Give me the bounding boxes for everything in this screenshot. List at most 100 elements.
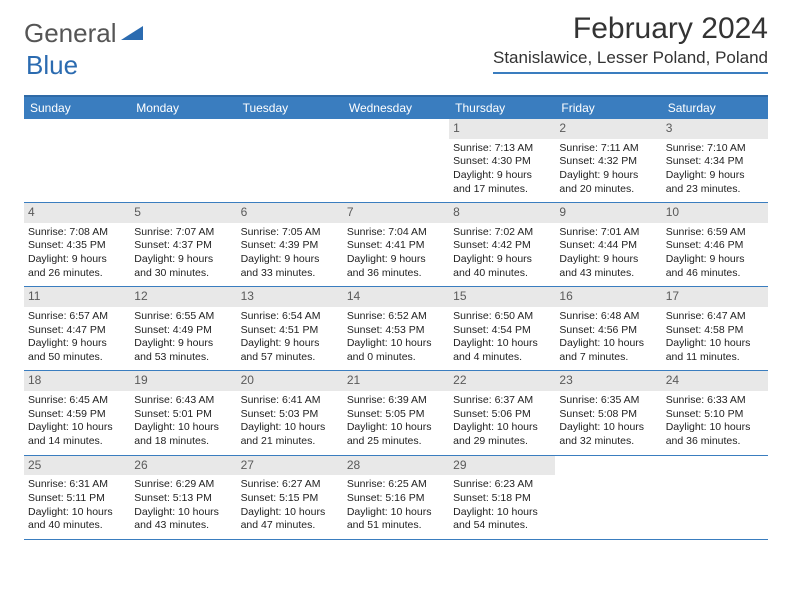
daylight-label: Daylight: 10 hours and 4 minutes. (453, 337, 551, 364)
weekday-header-row: SundayMondayTuesdayWednesdayThursdayFrid… (24, 95, 768, 119)
day-cell: 17Sunrise: 6:47 AMSunset: 4:58 PMDayligh… (662, 287, 768, 370)
day-number (24, 119, 130, 139)
day-number (130, 119, 236, 139)
day-cell: 24Sunrise: 6:33 AMSunset: 5:10 PMDayligh… (662, 371, 768, 454)
weekday-header: Saturday (662, 97, 768, 119)
empty-cell (24, 119, 130, 202)
sunrise-label: Sunrise: 7:05 AM (241, 226, 339, 240)
sunrise-label: Sunrise: 6:33 AM (666, 394, 764, 408)
sunset-label: Sunset: 5:16 PM (347, 492, 445, 506)
sunset-label: Sunset: 5:01 PM (134, 408, 232, 422)
daylight-label: Daylight: 10 hours and 36 minutes. (666, 421, 764, 448)
daylight-label: Daylight: 10 hours and 7 minutes. (559, 337, 657, 364)
empty-cell (130, 119, 236, 202)
day-number: 20 (237, 371, 343, 391)
day-number: 4 (24, 203, 130, 223)
sunrise-label: Sunrise: 7:01 AM (559, 226, 657, 240)
sunset-label: Sunset: 5:05 PM (347, 408, 445, 422)
day-number: 6 (237, 203, 343, 223)
day-number: 5 (130, 203, 236, 223)
sunrise-label: Sunrise: 7:10 AM (666, 142, 764, 156)
sunrise-label: Sunrise: 7:08 AM (28, 226, 126, 240)
day-number: 12 (130, 287, 236, 307)
daylight-label: Daylight: 9 hours and 46 minutes. (666, 253, 764, 280)
daylight-label: Daylight: 10 hours and 54 minutes. (453, 506, 551, 533)
empty-cell (555, 456, 661, 539)
sunset-label: Sunset: 5:13 PM (134, 492, 232, 506)
daylight-label: Daylight: 10 hours and 14 minutes. (28, 421, 126, 448)
sunrise-label: Sunrise: 7:11 AM (559, 142, 657, 156)
week-row: 1Sunrise: 7:13 AMSunset: 4:30 PMDaylight… (24, 119, 768, 203)
day-cell: 18Sunrise: 6:45 AMSunset: 4:59 PMDayligh… (24, 371, 130, 454)
sunrise-label: Sunrise: 6:31 AM (28, 478, 126, 492)
sunset-label: Sunset: 4:51 PM (241, 324, 339, 338)
daylight-label: Daylight: 10 hours and 25 minutes. (347, 421, 445, 448)
week-row: 11Sunrise: 6:57 AMSunset: 4:47 PMDayligh… (24, 287, 768, 371)
day-cell: 4Sunrise: 7:08 AMSunset: 4:35 PMDaylight… (24, 203, 130, 286)
day-number: 29 (449, 456, 555, 476)
empty-cell (237, 119, 343, 202)
sunset-label: Sunset: 4:34 PM (666, 155, 764, 169)
sunset-label: Sunset: 4:32 PM (559, 155, 657, 169)
day-cell: 16Sunrise: 6:48 AMSunset: 4:56 PMDayligh… (555, 287, 661, 370)
day-cell: 19Sunrise: 6:43 AMSunset: 5:01 PMDayligh… (130, 371, 236, 454)
weekday-header: Monday (130, 97, 236, 119)
day-number: 3 (662, 119, 768, 139)
day-number (237, 119, 343, 139)
sunrise-label: Sunrise: 6:52 AM (347, 310, 445, 324)
daylight-label: Daylight: 10 hours and 43 minutes. (134, 506, 232, 533)
sunset-label: Sunset: 4:46 PM (666, 239, 764, 253)
weekday-header: Tuesday (237, 97, 343, 119)
day-number: 2 (555, 119, 661, 139)
daylight-label: Daylight: 9 hours and 23 minutes. (666, 169, 764, 196)
day-number: 26 (130, 456, 236, 476)
day-number: 11 (24, 287, 130, 307)
day-cell: 12Sunrise: 6:55 AMSunset: 4:49 PMDayligh… (130, 287, 236, 370)
sunrise-label: Sunrise: 6:39 AM (347, 394, 445, 408)
day-cell: 3 Sunrise: 7:10 AMSunset: 4:34 PMDaylight… (662, 119, 768, 202)
title-block: February 2024 Stanislawice, Lesser Polan… (493, 12, 768, 74)
day-number: 10 (662, 203, 768, 223)
day-number: 27 (237, 456, 343, 476)
day-cell: 9Sunrise: 7:01 AMSunset: 4:44 PMDaylight… (555, 203, 661, 286)
day-number: 18 (24, 371, 130, 391)
daylight-label: Daylight: 10 hours and 18 minutes. (134, 421, 232, 448)
sunrise-label: Sunrise: 6:41 AM (241, 394, 339, 408)
sunset-label: Sunset: 4:44 PM (559, 239, 657, 253)
day-cell: 5Sunrise: 7:07 AMSunset: 4:37 PMDaylight… (130, 203, 236, 286)
sunset-label: Sunset: 4:56 PM (559, 324, 657, 338)
day-cell: 10Sunrise: 6:59 AMSunset: 4:46 PMDayligh… (662, 203, 768, 286)
daylight-label: Daylight: 10 hours and 11 minutes. (666, 337, 764, 364)
day-number: 15 (449, 287, 555, 307)
daylight-label: Daylight: 10 hours and 32 minutes. (559, 421, 657, 448)
sunrise-label: Sunrise: 6:23 AM (453, 478, 551, 492)
sunrise-label: Sunrise: 6:35 AM (559, 394, 657, 408)
sunset-label: Sunset: 4:30 PM (453, 155, 551, 169)
daylight-label: Daylight: 10 hours and 40 minutes. (28, 506, 126, 533)
day-number: 13 (237, 287, 343, 307)
sunset-label: Sunset: 5:06 PM (453, 408, 551, 422)
day-cell: 26Sunrise: 6:29 AMSunset: 5:13 PMDayligh… (130, 456, 236, 539)
sunrise-label: Sunrise: 7:13 AM (453, 142, 551, 156)
location-label: Stanislawice, Lesser Poland, Poland (493, 48, 768, 74)
sunset-label: Sunset: 4:39 PM (241, 239, 339, 253)
sunset-label: Sunset: 4:54 PM (453, 324, 551, 338)
sunset-label: Sunset: 4:35 PM (28, 239, 126, 253)
sunrise-label: Sunrise: 6:48 AM (559, 310, 657, 324)
daylight-label: Daylight: 9 hours and 43 minutes. (559, 253, 657, 280)
day-number (662, 456, 768, 476)
sunrise-label: Sunrise: 6:54 AM (241, 310, 339, 324)
day-number: 19 (130, 371, 236, 391)
sunrise-label: Sunrise: 6:37 AM (453, 394, 551, 408)
daylight-label: Daylight: 9 hours and 17 minutes. (453, 169, 551, 196)
sunrise-label: Sunrise: 7:04 AM (347, 226, 445, 240)
empty-cell (343, 119, 449, 202)
day-number: 22 (449, 371, 555, 391)
daylight-label: Daylight: 9 hours and 57 minutes. (241, 337, 339, 364)
day-number (343, 119, 449, 139)
day-cell: 2Sunrise: 7:11 AMSunset: 4:32 PMDaylight… (555, 119, 661, 202)
sunrise-label: Sunrise: 7:07 AM (134, 226, 232, 240)
day-cell: 13 Sunrise: 6:54 AMSunset: 4:51 PMDayligh… (237, 287, 343, 370)
day-cell: 15Sunrise: 6:50 AMSunset: 4:54 PMDayligh… (449, 287, 555, 370)
sunrise-label: Sunrise: 6:45 AM (28, 394, 126, 408)
